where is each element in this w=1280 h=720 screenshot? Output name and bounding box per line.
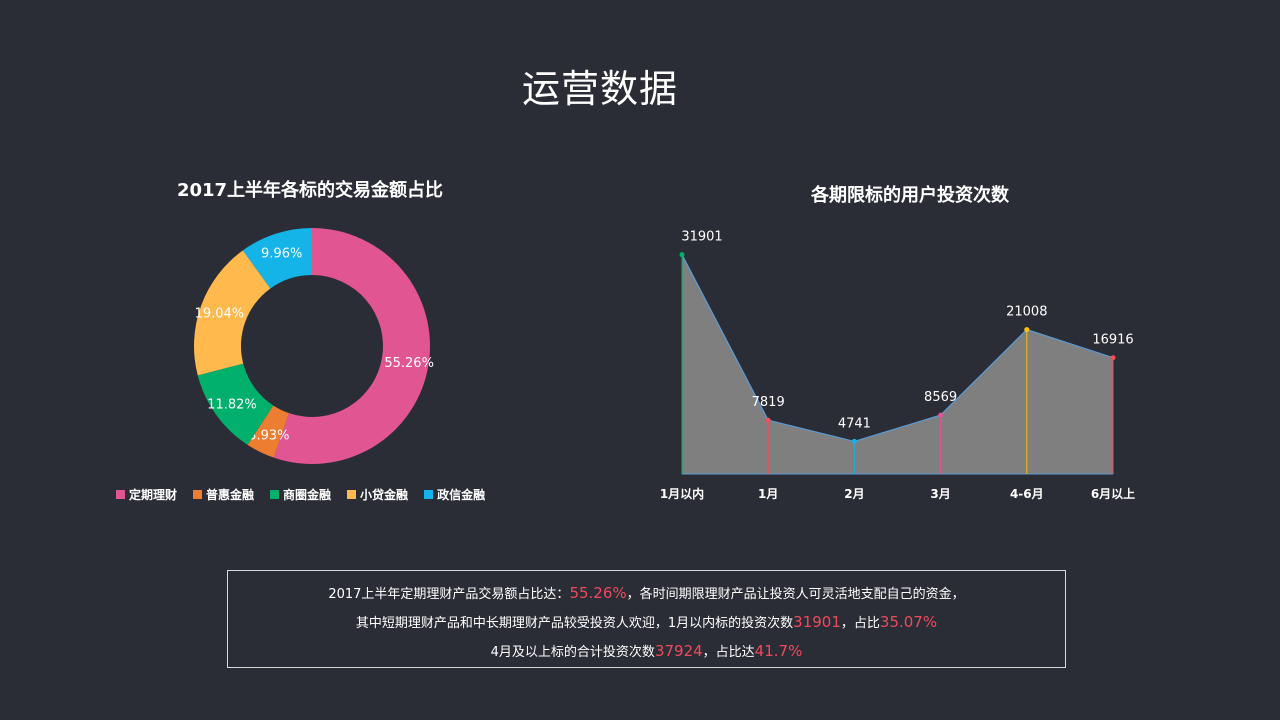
legend-swatch (193, 490, 203, 499)
legend-label: 政信金融 (437, 488, 486, 502)
area-line (681, 254, 1114, 443)
legend-item: 小贷金融 (347, 486, 408, 503)
summary-text: ，占比达 (702, 645, 755, 660)
data-label: 21008 (1006, 305, 1047, 320)
area-chart-title: 各期限标的用户投资次数 (811, 185, 1009, 206)
page-title: 运营数据 (521, 67, 678, 111)
summary-text: 其中短期理财产品和中长期理财产品较受投资人欢迎，1月以内标的投资次数 (355, 616, 794, 631)
donut-slice-label: 11.82% (207, 397, 257, 412)
legend-swatch (424, 490, 434, 499)
legend-swatch (347, 490, 357, 499)
summary-text: ，占比 (840, 616, 880, 631)
summary-highlight: 37924 (654, 642, 703, 660)
area-chart: 31901 1月以内 7819 1月 4741 2月 8569 3月 21008 4-6月 1691… (660, 230, 1135, 501)
summary-line-2: 其中短期理财产品和中长期理财产品较受投资人欢迎，1月以内标的投资次数31901，… (228, 608, 1065, 637)
data-label: 8569 (924, 390, 957, 405)
legend-label: 普惠金融 (206, 488, 255, 502)
legend-swatch (270, 490, 280, 499)
summary-line-3: 4月及以上标的合计投资次数37924，占比达41.7% (228, 637, 1065, 666)
summary-text: 4月及以上标的合计投资次数 (490, 645, 655, 660)
data-label: 7819 (752, 395, 785, 410)
donut-slice-label: 55.26% (384, 356, 434, 371)
donut-slice-label: 3.93% (248, 429, 289, 444)
summary-line-1: 2017上半年定期理财产品交易额占比达：55.26%，各时间期限理财产品让投资人… (228, 579, 1065, 608)
data-point (938, 412, 944, 418)
x-tick-label: 2月 (844, 487, 864, 501)
x-tick-label: 1月以内 (660, 486, 704, 501)
data-label: 16916 (1092, 333, 1133, 348)
summary-highlight: 31901 (793, 613, 841, 631)
summary-text: ，各时间期限理财产品让投资人可灵活地支配自己的资金， (626, 587, 965, 602)
x-tick-label: 6月以上 (1091, 486, 1135, 501)
legend-item: 政信金融 (424, 486, 485, 503)
summary-highlight: 35.07% (879, 613, 938, 631)
donut-slice-label: 9.96% (261, 246, 302, 261)
legend-label: 小贷金融 (360, 488, 409, 502)
data-label: 31901 (681, 230, 722, 245)
x-tick-label: 4-6月 (1010, 487, 1044, 501)
summary-highlight: 41.7% (754, 642, 803, 660)
donut-slice-1 (247, 405, 289, 458)
data-point (1110, 355, 1116, 361)
legend-item: 商圈金融 (270, 486, 331, 503)
donut-slice-4 (242, 228, 312, 289)
area-fill (682, 254, 1113, 474)
donut-slice-3 (194, 250, 271, 376)
data-point (765, 417, 771, 423)
legend-item: 普惠金融 (193, 486, 254, 503)
donut-slice-2 (197, 363, 274, 445)
data-point (1024, 327, 1030, 333)
legend-item: 定期理财 (116, 486, 177, 503)
legend-label: 商圈金融 (283, 488, 332, 502)
summary-highlight: 55.26% (569, 584, 627, 602)
data-label: 4741 (838, 416, 871, 431)
x-tick-label: 3月 (930, 487, 950, 501)
data-point (679, 252, 685, 258)
legend-swatch (116, 490, 125, 499)
donut-chart-title: 2017上半年各标的交易金额占比 (176, 180, 444, 201)
legend-label: 定期理财 (129, 488, 178, 502)
donut-slice-label: 19.04% (195, 307, 245, 322)
data-point (851, 438, 857, 444)
donut-slice-0 (273, 228, 431, 464)
summary-box: 2017上半年定期理财产品交易额占比达：55.26%，各时间期限理财产品让投资人… (227, 570, 1066, 668)
summary-text: 2017上半年定期理财产品交易额占比达： (328, 587, 570, 602)
donut-legend: 定期理财 普惠金融 商圈金融 小贷金融 政信金融 (116, 486, 516, 503)
donut-chart: 55.26% 3.93% 11.82% 19.04% 9.96% (194, 228, 434, 464)
x-tick-label: 1月 (758, 487, 778, 501)
